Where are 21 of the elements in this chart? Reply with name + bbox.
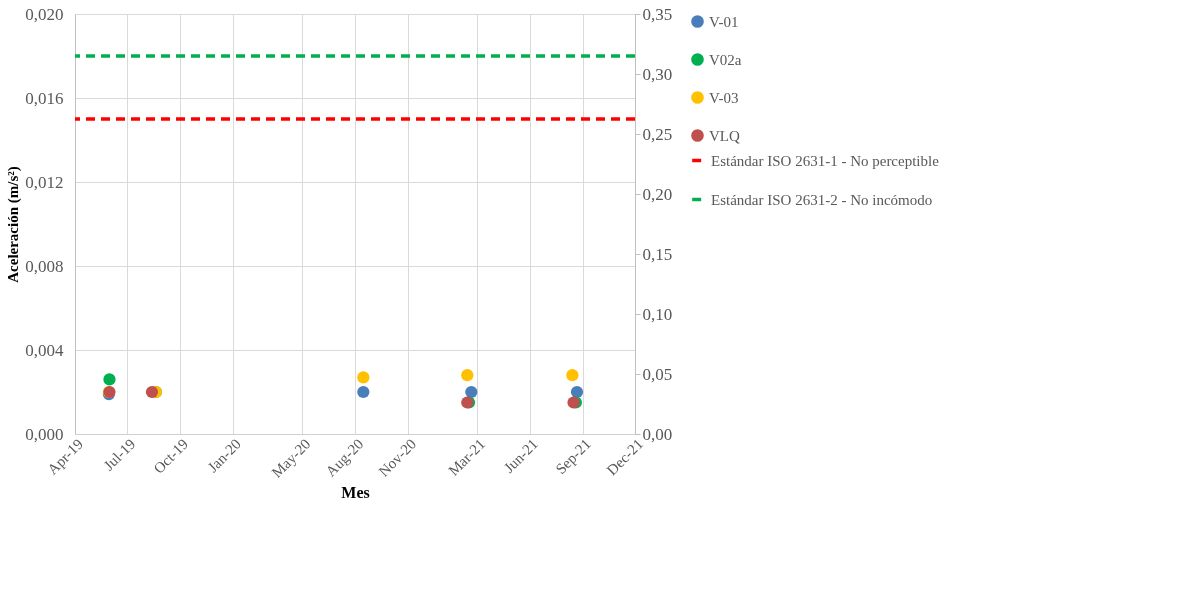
y-tick-label: 0,020 (25, 4, 64, 24)
legend-label: VLQ (709, 127, 740, 144)
y-axis-title: Aceleración (m/s²) (5, 166, 23, 283)
y2-tick-label: 0,15 (642, 244, 673, 264)
y2-tick-label: 0,05 (642, 364, 673, 384)
y-tick-label: 0,008 (25, 256, 64, 276)
legend-label: V-01 (709, 13, 739, 30)
y2-tick-label: 0,30 (642, 64, 673, 84)
y2-tick-label: 0,00 (642, 424, 673, 444)
y2-tick-label: 0,25 (642, 124, 673, 144)
y2-tick-label: 0,35 (642, 4, 673, 24)
y-tick-label: 0,004 (25, 340, 64, 360)
y-tick-label: 0,012 (25, 172, 64, 192)
legend-label: Estándar ISO 2631-2 - No incómodo (711, 191, 933, 208)
legend-label: V02a (709, 51, 742, 68)
y2-tick-label: 0,20 (642, 184, 673, 204)
legend-label: Estándar ISO 2631-1 - No perceptible (711, 152, 940, 169)
y-tick-label: 0,016 (25, 88, 64, 108)
legend-label: V-03 (709, 89, 739, 106)
y2-tick-label: 0,10 (642, 304, 673, 324)
x-axis-title: Mes (341, 483, 370, 501)
